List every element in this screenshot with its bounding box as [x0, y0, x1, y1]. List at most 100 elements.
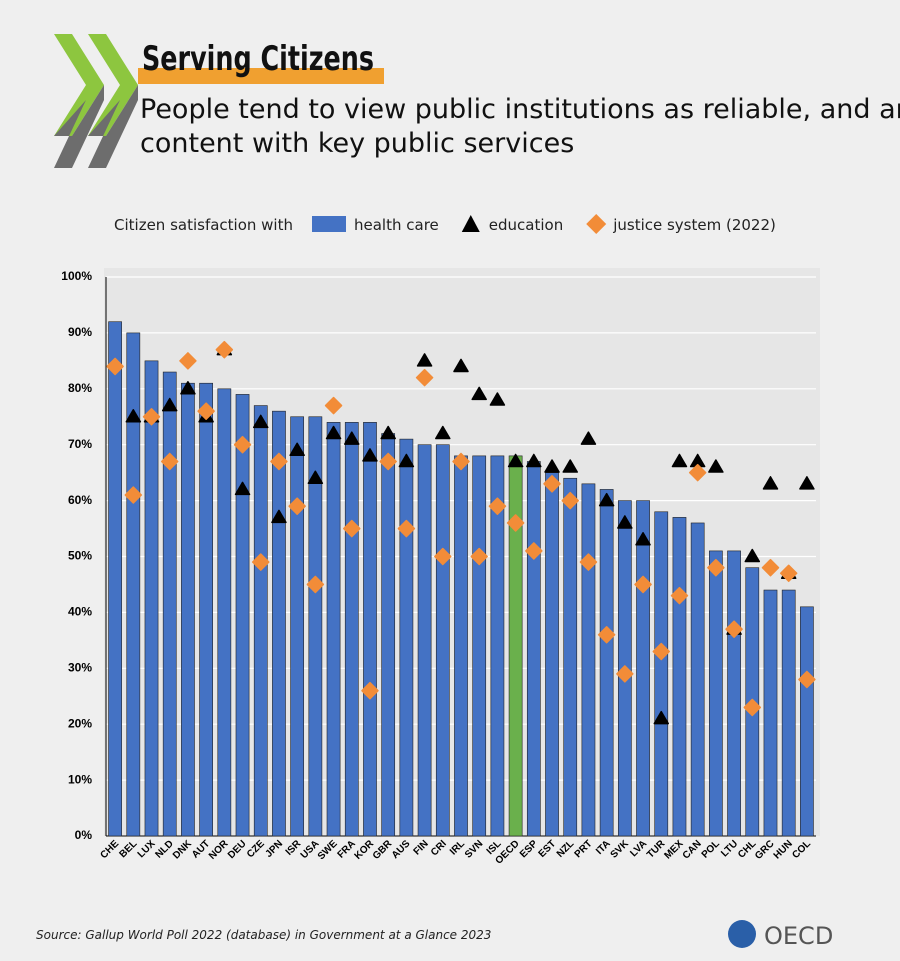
justice-marker: [160, 452, 179, 471]
y-tick-label: 50%: [68, 549, 92, 563]
chevron: [88, 34, 138, 136]
education-marker: [653, 710, 670, 725]
education-marker: [234, 481, 251, 496]
education-marker: [635, 531, 651, 546]
logo-globe: [728, 920, 756, 948]
x-tick-label: FIN: [412, 838, 431, 857]
x-tick-label: SVN: [463, 838, 485, 860]
y-tick-label: 90%: [68, 325, 92, 339]
x-tick-label: LUX: [136, 838, 158, 860]
bar: [108, 321, 122, 837]
legend-swatch: [461, 215, 480, 232]
education-marker: [544, 459, 560, 473]
x-tick-label: CRI: [429, 838, 449, 858]
education-marker: [526, 453, 542, 468]
x-tick-label: COL: [790, 838, 813, 861]
justice-marker: [579, 553, 598, 571]
justice-marker: [379, 452, 397, 471]
education-marker: [489, 392, 506, 406]
education-marker: [507, 453, 524, 468]
x-tick-label: CZE: [245, 838, 267, 860]
bar: [363, 422, 377, 837]
justice-marker: [215, 340, 234, 359]
x-tick-label: AUS: [390, 838, 413, 861]
bar: [308, 416, 323, 837]
justice-marker: [397, 519, 416, 538]
bar: [417, 444, 432, 837]
legend-swatch: [312, 216, 346, 232]
title: Serving Citizens: [142, 39, 374, 79]
education-marker: [252, 414, 269, 429]
bar: [599, 489, 614, 837]
x-tick-label: CHE: [99, 838, 122, 861]
education-marker: [307, 470, 324, 484]
x-tick-label: NLD: [154, 838, 176, 860]
education-marker: [180, 381, 196, 395]
justice-marker: [343, 519, 361, 538]
x-tick-label: GRC: [753, 838, 777, 862]
justice-marker: [561, 491, 579, 510]
education-marker: [580, 431, 597, 445]
education-marker: [289, 442, 305, 457]
education-marker: [325, 425, 342, 440]
education-marker: [762, 476, 779, 490]
bar: [508, 455, 523, 837]
bar: [581, 483, 596, 837]
y-tick-label: 30%: [68, 660, 92, 674]
x-tick-label: BEL: [118, 838, 140, 860]
bar: [344, 422, 359, 837]
justice-marker: [434, 547, 452, 566]
x-tick-label: POL: [700, 838, 722, 860]
bar: [454, 455, 468, 837]
bar: [272, 410, 286, 837]
legend-label: education: [489, 216, 563, 234]
justice-marker: [688, 463, 707, 482]
x-tick-label: MEX: [662, 838, 685, 861]
bar: [235, 394, 250, 837]
bar: [199, 382, 213, 837]
justice-marker: [452, 452, 470, 471]
y-tick-label: 10%: [68, 772, 92, 786]
justice-marker: [106, 357, 124, 376]
x-tick-label: DEU: [226, 838, 249, 861]
education-marker: [708, 459, 724, 473]
bar: [690, 522, 705, 837]
x-tick-label: NZL: [555, 838, 577, 860]
education-marker: [617, 515, 633, 529]
justice-marker: [361, 681, 379, 700]
legend-label: justice system (2022): [612, 216, 776, 234]
x-tick-label: SVK: [609, 838, 632, 861]
justice-marker: [233, 435, 252, 454]
education-marker: [453, 358, 469, 373]
justice-marker: [652, 642, 671, 661]
bar: [181, 382, 195, 837]
justice-marker: [743, 698, 762, 717]
justice-marker: [525, 542, 543, 560]
justice-marker: [506, 514, 525, 532]
title-underline: [138, 68, 384, 84]
chevron-shadow: [54, 85, 104, 168]
bar: [636, 500, 650, 837]
justice-marker: [670, 586, 689, 605]
education-marker: [380, 425, 396, 440]
bar: [253, 405, 268, 837]
justice-marker: [707, 558, 725, 577]
x-tick-label: GBR: [371, 838, 395, 862]
bar: [126, 332, 141, 837]
justice-marker: [616, 665, 634, 683]
education-marker: [744, 548, 761, 563]
x-tick-label: SWE: [316, 838, 340, 862]
legend-title: Citizen satisfaction with: [114, 216, 293, 234]
education-marker: [416, 353, 433, 367]
bar: [162, 371, 177, 837]
bar: [399, 438, 414, 837]
bar: [526, 461, 541, 837]
x-tick-label: DNK: [171, 838, 195, 862]
justice-marker: [634, 575, 652, 594]
education-marker: [471, 386, 487, 401]
y-tick-label: 0%: [75, 828, 93, 842]
x-tick-label: EST: [537, 838, 559, 860]
x-tick-label: ESP: [518, 838, 540, 860]
education-marker: [344, 431, 360, 445]
